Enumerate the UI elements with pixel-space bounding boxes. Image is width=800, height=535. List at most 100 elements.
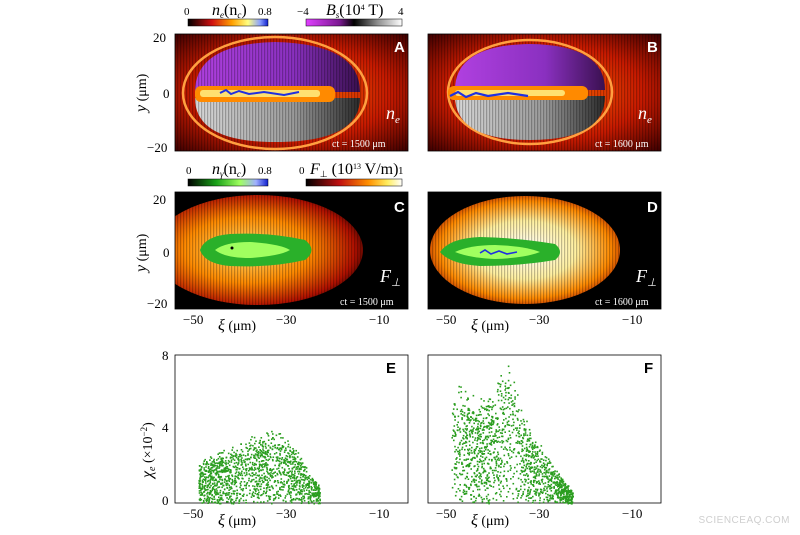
scatter-point	[565, 486, 568, 488]
scatter-point	[298, 462, 301, 464]
scatter-point	[521, 445, 524, 447]
scatter-point	[465, 465, 467, 468]
scatter-point	[459, 449, 461, 452]
scatter-point	[272, 494, 275, 496]
scatter-point	[233, 459, 236, 461]
scatter-point	[487, 436, 490, 439]
scatter-point	[264, 453, 267, 455]
scatter-point	[487, 477, 489, 479]
scatter-point	[521, 440, 523, 442]
scatter-point	[296, 468, 298, 470]
scatter-point	[235, 471, 238, 473]
scatter-point	[548, 479, 551, 482]
scatter-point	[488, 428, 490, 430]
colorbar-bs-title: Bs(104 T)	[326, 2, 383, 20]
scatter-point	[294, 486, 297, 488]
scatter-point	[249, 474, 252, 477]
scatter-point	[486, 427, 488, 429]
scatter-point	[557, 485, 559, 488]
scatter-point	[235, 455, 237, 457]
scatter-point	[250, 453, 253, 456]
scatter-point	[213, 496, 215, 498]
scatter-point	[263, 487, 265, 489]
scatter-point	[246, 494, 248, 497]
scatter-point	[486, 426, 489, 428]
scatter-point	[548, 494, 551, 497]
scatter-point	[214, 490, 216, 493]
scatter-point	[270, 485, 273, 487]
scatter-point	[456, 424, 458, 426]
scatter-point	[314, 483, 317, 485]
scatter-point	[222, 492, 224, 495]
scatter-point	[531, 444, 534, 447]
scatter-point	[477, 465, 480, 468]
panel-c-ytick-bot: −20	[147, 296, 167, 311]
scatter-point	[527, 449, 529, 452]
scatter-point	[548, 485, 550, 488]
scatter-point	[483, 498, 485, 500]
scatter-point	[465, 475, 468, 478]
scatter-point	[254, 462, 256, 465]
scatter-point	[203, 467, 205, 469]
scatter-point	[262, 450, 265, 452]
scatter-point	[210, 462, 212, 465]
scatter-point	[275, 484, 278, 487]
scatter-point	[540, 458, 542, 460]
scatter-point	[479, 460, 482, 462]
scatter-point	[279, 495, 282, 497]
scatter-point	[251, 466, 253, 469]
scatter-point	[484, 436, 487, 439]
scatter-point	[484, 457, 486, 460]
scatter-point	[467, 398, 469, 400]
scatter-point	[472, 430, 474, 433]
scatter-point	[215, 493, 217, 496]
scatter-point	[488, 442, 491, 445]
scatter-point	[209, 486, 211, 489]
scatter-point	[307, 496, 310, 498]
scatter-point	[481, 407, 484, 409]
scatter-point	[255, 477, 257, 479]
scatter-point	[274, 497, 277, 500]
scatter-point	[284, 449, 286, 452]
scatter-point	[493, 442, 495, 444]
scatter-point	[556, 481, 558, 483]
scatter-point	[556, 501, 559, 503]
scatter-point	[467, 412, 470, 415]
scatter-point	[246, 447, 248, 450]
scatter-point	[483, 426, 485, 428]
scatter-point	[257, 468, 260, 471]
scatter-point	[240, 460, 243, 462]
scatter-point	[234, 479, 237, 482]
scatter-point	[541, 475, 544, 478]
scatter-point	[547, 481, 550, 483]
scatter-point	[482, 417, 485, 420]
scatter-point	[235, 497, 238, 500]
scatter-point	[512, 498, 515, 500]
scatter-point	[295, 468, 297, 470]
scatter-point	[309, 497, 312, 499]
scatter-point	[462, 491, 465, 494]
scatter-point	[451, 469, 453, 471]
panel-f-xtick-2: −30	[529, 506, 549, 521]
scatter-point	[272, 459, 274, 462]
scatter-point	[263, 477, 265, 479]
scatter-point	[258, 485, 261, 488]
scatter-point	[229, 496, 231, 499]
scatter-point	[527, 482, 529, 484]
scatter-point	[288, 474, 291, 477]
scatter-point	[255, 480, 258, 483]
scatter-point	[534, 454, 537, 457]
colorbar-ngamma: nγ(nc) 0 0.8	[186, 161, 272, 187]
scatter-point	[198, 492, 201, 494]
scatter-point	[230, 459, 233, 461]
scatter-point	[563, 490, 565, 492]
scatter-point	[505, 478, 507, 480]
scatter-point	[507, 437, 510, 440]
scatter-point	[549, 478, 551, 481]
scatter-point	[265, 495, 268, 497]
scatter-point	[203, 486, 206, 489]
scatter-point	[288, 493, 291, 495]
scatter-point	[318, 484, 320, 487]
scatter-point	[561, 478, 564, 481]
scatter-point	[475, 479, 477, 482]
